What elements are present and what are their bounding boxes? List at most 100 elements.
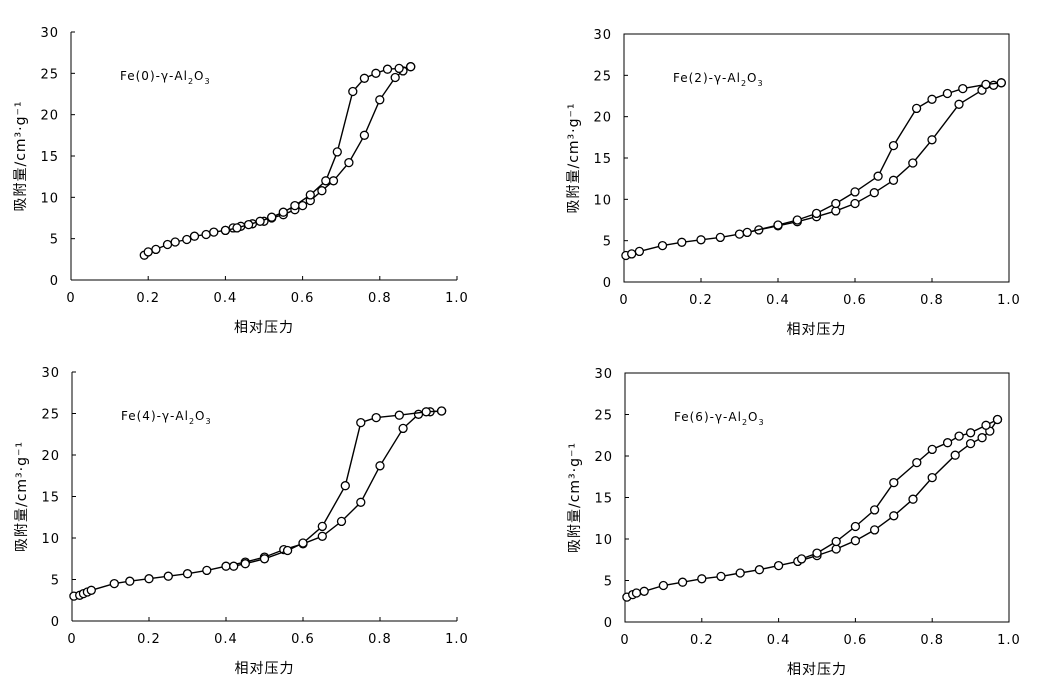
data-point — [317, 531, 327, 541]
isotherm-branch-line — [143, 66, 412, 256]
data-point — [742, 227, 752, 238]
chart-panel-fe2: 0 5 10 15 20 25 30 0 0.2 0.4 0.6 0.8 1.0 相对压力 吸附量/cm³·… — [566, 28, 1021, 338]
data-point — [413, 409, 424, 419]
data-point — [831, 198, 841, 209]
data-point — [163, 571, 173, 581]
x-tick-label: 0.8 — [920, 633, 944, 648]
data-point — [954, 99, 964, 109]
data-point — [977, 433, 987, 443]
data-point — [958, 83, 968, 94]
data-point — [394, 410, 404, 420]
data-point — [831, 544, 841, 554]
chart-panel-fe0: 0 5 10 15 20 25 30 0 0.2 0.4 0.6 0.8 1.0 相对压力 吸附量/cm³·… — [13, 26, 469, 336]
x-tick-label: 1.0 — [445, 632, 469, 647]
data-point — [950, 450, 960, 460]
data-point — [359, 73, 370, 83]
data-point — [677, 237, 687, 247]
data-point — [908, 158, 918, 168]
data-point — [912, 457, 922, 468]
data-point — [992, 414, 1003, 425]
x-tick-label: 0.4 — [214, 632, 238, 647]
x-tick-label: 0 — [619, 293, 628, 308]
y-tick-label: 10 — [593, 193, 612, 208]
data-point — [209, 227, 219, 237]
x-tick-label: 0.2 — [137, 632, 161, 647]
y-axis-label: 吸附量/cm³·g⁻¹ — [13, 100, 29, 211]
data-point — [340, 481, 350, 491]
x-tick-label: 0.6 — [291, 632, 315, 647]
data-point — [243, 219, 254, 230]
data-point — [954, 431, 964, 441]
data-point — [658, 580, 669, 591]
data-point — [850, 521, 861, 532]
isotherm-branch-line — [626, 419, 999, 598]
data-point — [125, 576, 135, 586]
y-tick-label: 30 — [41, 366, 60, 381]
y-tick-label: 0 — [604, 616, 613, 631]
y-tick-label: 25 — [594, 409, 613, 424]
y-axis-label: 吸附量/cm³·g⁻¹ — [566, 102, 582, 213]
y-tick-label: 5 — [50, 233, 59, 248]
data-point — [220, 225, 231, 236]
data-point — [375, 461, 385, 471]
x-tick-label: 0 — [620, 633, 629, 648]
data-point — [182, 234, 192, 245]
x-tick-label: 0.4 — [767, 633, 791, 648]
data-point — [232, 223, 242, 233]
y-tick-label: 15 — [594, 492, 613, 507]
y-tick-label: 25 — [41, 408, 60, 423]
data-point — [850, 198, 860, 209]
isotherm-branch-line — [625, 82, 1002, 257]
data-point — [394, 63, 404, 74]
data-point — [996, 78, 1006, 88]
data-point — [278, 207, 288, 217]
y-tick-label: 10 — [594, 533, 613, 548]
x-tick-label: 0.8 — [368, 632, 392, 647]
y-tick-label: 15 — [593, 152, 612, 167]
y-tick-label: 30 — [594, 367, 613, 382]
data-point — [356, 417, 366, 428]
data-point — [888, 175, 899, 185]
y-tick-label: 20 — [593, 111, 612, 126]
data-point — [290, 200, 300, 211]
data-point — [796, 554, 807, 564]
x-tick-label: 1.0 — [445, 291, 469, 306]
x-tick-label: 0.2 — [136, 291, 160, 306]
data-point — [317, 521, 327, 532]
data-point — [332, 147, 342, 157]
data-point — [305, 190, 315, 200]
data-point — [696, 235, 706, 245]
data-point — [942, 88, 953, 99]
isotherm-branch-line — [225, 66, 411, 232]
y-tick-label: 10 — [41, 532, 60, 547]
data-point — [927, 135, 937, 145]
x-tick-label: 0.4 — [214, 291, 238, 306]
data-point — [715, 232, 725, 243]
x-tick-label: 1.0 — [997, 633, 1021, 648]
data-point — [371, 68, 381, 78]
data-point — [170, 237, 180, 247]
data-point — [697, 574, 707, 584]
data-point — [143, 247, 153, 257]
x-tick-label: 0.8 — [368, 291, 392, 306]
data-point — [657, 240, 668, 251]
x-axis-label: 相对压力 — [787, 662, 847, 678]
y-tick-label: 5 — [604, 575, 613, 590]
data-point — [869, 188, 879, 198]
data-point — [317, 186, 327, 196]
data-point — [773, 560, 784, 571]
data-point — [812, 548, 822, 558]
data-point — [631, 588, 642, 598]
y-tick-label: 0 — [603, 276, 612, 291]
y-tick-label: 15 — [40, 150, 59, 165]
data-point — [382, 64, 393, 74]
data-point — [336, 516, 347, 527]
data-point — [144, 574, 154, 584]
data-point — [259, 554, 270, 564]
x-tick-label: 1.0 — [997, 293, 1021, 308]
data-point — [735, 568, 745, 578]
chart-panel-fe6: 0 5 10 15 20 25 30 0 0.2 0.4 0.6 0.8 1.0 相对压力 吸附量/cm³·… — [567, 367, 1021, 678]
data-point — [639, 586, 649, 596]
y-axis-label: 吸附量/cm³·g⁻¹ — [567, 442, 583, 553]
